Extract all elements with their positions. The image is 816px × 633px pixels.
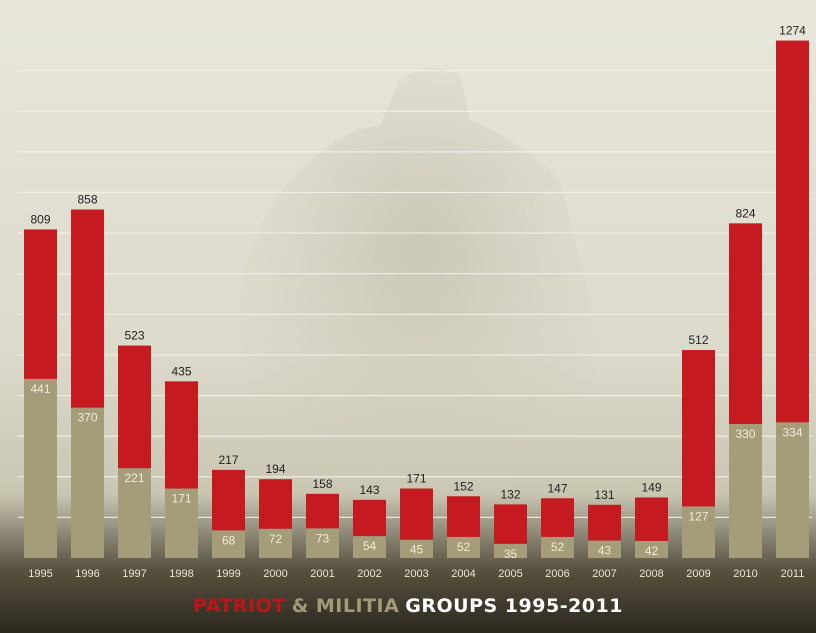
total-label-2003: 171 [406, 472, 426, 486]
title-word-groups: GROUPS 1995-2011 [405, 595, 623, 617]
total-label-2002: 143 [359, 483, 379, 497]
bar-militia-1999 [212, 530, 245, 558]
x-tick-label-2011: 2011 [781, 568, 805, 580]
bar-militia-2007 [588, 540, 621, 558]
total-label-2009: 512 [688, 333, 708, 347]
bar-patriot-2004 [447, 496, 480, 537]
total-label-1995: 809 [30, 212, 50, 226]
x-tick-label-2005: 2005 [498, 568, 522, 580]
bar-militia-2001 [306, 528, 339, 558]
bar-militia-1996 [71, 407, 104, 558]
bar-militia-2011 [776, 422, 809, 558]
militia-label-2011: 334 [782, 425, 802, 439]
militia-label-1999: 68 [222, 533, 236, 547]
bar-militia-2005 [494, 543, 527, 558]
x-tick-label-1999: 1999 [216, 568, 240, 580]
bar-militia-2008 [635, 540, 668, 558]
militia-label-2005: 35 [504, 547, 518, 561]
bar-patriot-1997 [118, 345, 151, 469]
bar-militia-2002 [353, 536, 386, 558]
militia-label-2009: 127 [688, 509, 708, 523]
bar-patriot-2008 [635, 497, 668, 541]
militia-label-2002: 54 [363, 539, 377, 553]
bar-patriot-2007 [588, 504, 621, 541]
militia-label-2006: 52 [551, 540, 565, 554]
bar-patriot-2000 [259, 479, 292, 529]
total-label-2000: 194 [265, 462, 285, 476]
total-label-2001: 158 [312, 477, 332, 491]
militia-label-2003: 45 [410, 543, 424, 557]
x-tick-label-1996: 1996 [75, 568, 99, 580]
bar-patriot-1999 [212, 469, 245, 531]
militia-label-2007: 43 [598, 544, 612, 558]
title-word-militia: & MILITIA [291, 595, 400, 617]
chart-title: PATRIOT & MILITIA GROUPS 1995-2011 [0, 595, 816, 617]
bar-patriot-1995 [24, 229, 57, 379]
bar-militia-2006 [541, 536, 574, 558]
bar-militia-1997 [118, 468, 151, 558]
militia-label-2008: 42 [645, 544, 659, 558]
bar-militia-2009 [682, 506, 715, 558]
bar-patriot-1998 [165, 381, 198, 489]
total-label-2006: 147 [547, 481, 567, 495]
militia-label-1996: 370 [77, 411, 97, 425]
bar-patriot-2002 [353, 499, 386, 537]
bars [24, 40, 809, 558]
x-tick-label-2009: 2009 [686, 568, 710, 580]
x-tick-label-1998: 1998 [169, 568, 193, 580]
total-label-1997: 523 [124, 329, 144, 343]
bar-patriot-2009 [682, 350, 715, 507]
total-label-2010: 824 [735, 206, 755, 220]
total-label-2005: 132 [500, 487, 520, 501]
bar-patriot-1996 [71, 209, 104, 408]
militia-label-2001: 73 [316, 531, 330, 545]
x-tick-label-1997: 1997 [122, 568, 146, 580]
total-label-1999: 217 [218, 453, 238, 467]
bar-patriot-2005 [494, 504, 527, 544]
x-tick-label-2006: 2006 [545, 568, 569, 580]
bar-patriot-2003 [400, 488, 433, 540]
x-tick-label-2003: 2003 [404, 568, 428, 580]
total-label-2011: 1274 [779, 24, 806, 38]
militia-label-1997: 221 [124, 471, 144, 485]
militia-label-1995: 441 [30, 382, 50, 396]
x-tick-label-2008: 2008 [639, 568, 663, 580]
total-label-2007: 131 [594, 488, 614, 502]
x-tick-label-2010: 2010 [733, 568, 757, 580]
total-label-2004: 152 [453, 479, 473, 493]
x-tick-label-2001: 2001 [310, 568, 334, 580]
bar-militia-1998 [165, 488, 198, 558]
bar-militia-2010 [729, 423, 762, 558]
total-label-1996: 858 [77, 193, 97, 207]
data-labels: 809 441 1995 858 370 1996 523 221 1997 435 171 1998… [28, 24, 806, 580]
militia-label-2004: 52 [457, 540, 471, 554]
bar-patriot-2010 [729, 223, 762, 424]
x-tick-label-1995: 1995 [28, 568, 52, 580]
bar-patriot-2006 [541, 498, 574, 537]
bar-patriot-2011 [776, 40, 809, 423]
militia-label-1998: 171 [171, 492, 191, 506]
total-label-2008: 149 [641, 480, 661, 494]
bar-patriot-2001 [306, 493, 339, 529]
bar-militia-2004 [447, 536, 480, 558]
title-word-patriot: PATRIOT [193, 595, 286, 617]
x-tick-label-2002: 2002 [357, 568, 381, 580]
x-tick-label-2007: 2007 [592, 568, 616, 580]
militia-label-2000: 72 [269, 532, 283, 546]
x-tick-label-2004: 2004 [451, 568, 475, 580]
bar-militia-2000 [259, 528, 292, 558]
x-tick-label-2000: 2000 [263, 568, 287, 580]
militia-label-2010: 330 [735, 427, 755, 441]
total-label-1998: 435 [171, 364, 191, 378]
bar-militia-2003 [400, 539, 433, 558]
bar-militia-1995 [24, 378, 57, 558]
